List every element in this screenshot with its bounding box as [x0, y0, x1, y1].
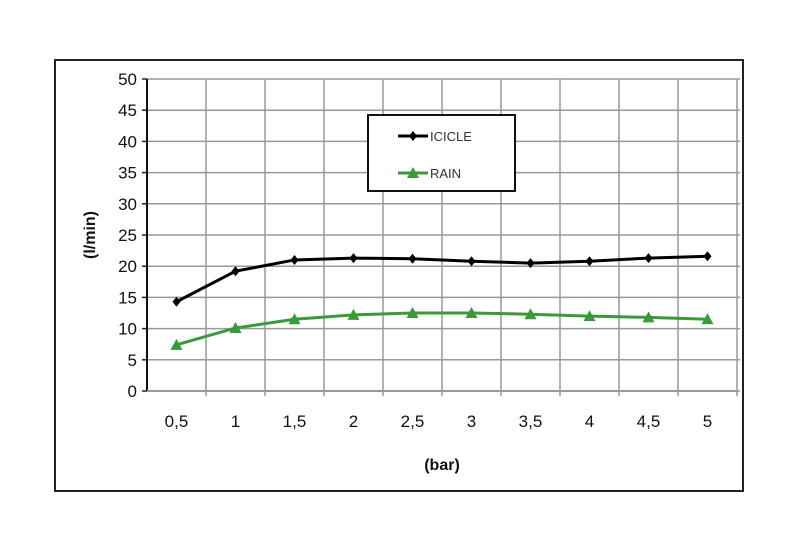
y-tick-label: 40: [118, 132, 137, 151]
legend-box: [367, 114, 516, 192]
series-line-icicle: [175, 254, 708, 304]
data-point-rain: [642, 311, 655, 323]
data-point-icicle: [172, 296, 181, 307]
y-tick-label: 30: [118, 195, 137, 214]
y-tick-label: 35: [118, 164, 137, 183]
data-point-icicle: [290, 254, 299, 265]
data-point-icicle: [231, 266, 240, 277]
data-point-rain: [288, 313, 301, 325]
legend-label-icicle: ICICLE: [430, 129, 472, 144]
series-line-rain: [176, 311, 708, 347]
y-tick-label: 15: [118, 288, 137, 307]
y-tick-label: 45: [118, 101, 137, 120]
y-tick-label: 20: [118, 257, 137, 276]
data-point-rain: [701, 313, 714, 325]
data-point-icicle: [408, 253, 417, 264]
x-tick-label: 5: [703, 412, 712, 431]
x-tick-label: 0,5: [165, 412, 189, 431]
x-tick-label: 4: [585, 412, 594, 431]
x-tick-label: 2,5: [401, 412, 425, 431]
y-tick-label: 25: [118, 226, 137, 245]
y-tick-label: 10: [118, 320, 137, 339]
data-point-rain: [170, 338, 183, 350]
data-point-icicle: [467, 256, 476, 267]
data-point-icicle: [585, 256, 594, 267]
x-axis-label: (bar): [424, 457, 460, 474]
legend-marker-rain: [407, 167, 419, 178]
x-tick-label: 1: [231, 412, 240, 431]
legend: ICICLE RAIN: [367, 114, 516, 192]
legend-label-rain: RAIN: [430, 166, 461, 181]
x-tick-label: 4,5: [637, 412, 661, 431]
x-tick-label: 1,5: [283, 412, 307, 431]
data-point-rain: [406, 307, 419, 318]
data-point-icicle: [703, 251, 712, 262]
legend-marker-icicle: [409, 131, 417, 141]
y-tick-label: 0: [128, 382, 137, 401]
data-point-rain: [347, 308, 360, 320]
data-point-icicle: [526, 258, 535, 269]
data-point-rain: [229, 321, 242, 333]
data-point-icicle: [349, 253, 358, 264]
y-tick-label: 50: [118, 70, 137, 89]
y-axis-label: (l/min): [82, 211, 99, 259]
x-tick-label: 3,5: [519, 412, 543, 431]
data-point-rain: [465, 307, 478, 318]
data-point-icicle: [644, 253, 653, 264]
data-point-rain: [583, 310, 596, 322]
x-tick-label: 3: [467, 412, 476, 431]
y-tick-label: 5: [128, 351, 137, 370]
x-tick-label: 2: [349, 412, 358, 431]
data-point-rain: [524, 308, 537, 320]
